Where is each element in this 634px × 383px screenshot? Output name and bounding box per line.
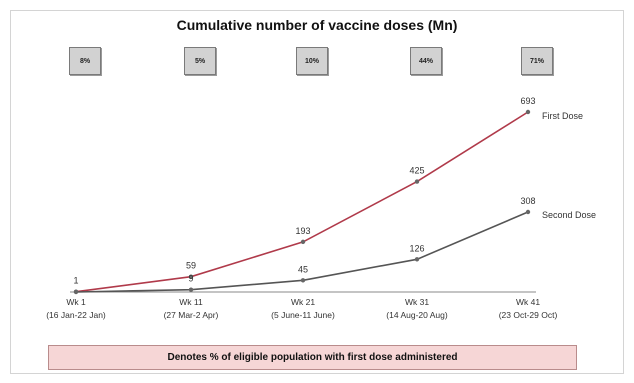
data-label-first-1: 59 [186,261,196,271]
legend-first-dose: First Dose [542,111,584,121]
first-dose-percent-badge: 8% [69,47,101,75]
x-tick-label-1-0: Wk 11 [179,297,203,307]
footnote-text: Denotes % of eligible population with fi… [167,352,458,363]
x-tick-label-0-1: (16 Jan-22 Jan) [46,310,106,320]
x-tick-label-0-0: Wk 1 [66,297,86,307]
data-label-first-3: 425 [409,166,424,176]
data-point-second-4 [525,209,531,215]
x-tick-label-1-1: (27 Mar-2 Apr) [164,310,219,320]
data-label-second-2: 45 [298,264,308,274]
data-label-second-4: 308 [520,196,535,206]
chart-title: Cumulative number of vaccine doses (Mn) [176,17,458,33]
data-point-first-2 [300,239,306,245]
x-tick-label-3-1: (14 Aug-20 Aug) [386,310,448,320]
data-label-first-2: 193 [295,226,310,236]
x-tick-label-2-0: Wk 21 [291,297,315,307]
legend-second-dose: Second Dose [542,210,597,220]
x-tick-label-2-1: (5 June-11 June) [271,310,335,320]
x-tick-label-3-0: Wk 31 [405,297,429,307]
data-point-second-0 [73,289,79,295]
data-label-second-3: 126 [409,243,424,253]
data-point-first-3 [414,179,420,184]
data-label-first-4: 693 [520,96,535,106]
data-point-second-1 [188,287,194,292]
first-dose-percent-badge: 44% [410,47,442,75]
data-label-second-1: 9 [188,274,193,284]
footnote-bar: Denotes % of eligible population with fi… [48,345,577,370]
first-dose-percent-badge: 10% [296,47,328,75]
data-point-second-3 [414,257,420,262]
data-point-first-4 [525,109,531,115]
data-label-first-0: 1 [73,276,78,286]
first-dose-percent-badge: 5% [184,47,216,75]
first-dose-percent-badge: 71% [521,47,553,75]
data-point-first-1 [188,274,194,279]
data-point-second-2 [300,278,306,283]
x-tick-label-4-0: Wk 41 [516,297,540,307]
x-tick-label-4-1: (23 Oct-29 Oct) [499,310,558,320]
